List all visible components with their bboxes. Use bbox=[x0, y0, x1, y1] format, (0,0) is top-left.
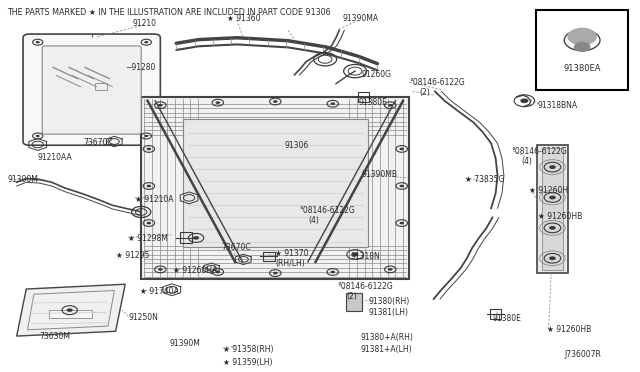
Circle shape bbox=[36, 135, 40, 137]
Text: 91260G: 91260G bbox=[362, 70, 392, 79]
Text: 91250N: 91250N bbox=[129, 313, 158, 322]
Text: 91306: 91306 bbox=[285, 141, 309, 150]
Text: 91380E: 91380E bbox=[492, 314, 522, 323]
Text: +: + bbox=[578, 33, 586, 47]
Circle shape bbox=[158, 104, 163, 106]
Text: (2): (2) bbox=[347, 292, 358, 301]
Text: 91380+A(RH): 91380+A(RH) bbox=[361, 333, 413, 342]
Bar bbox=[536, 10, 628, 90]
Text: 91390MA: 91390MA bbox=[342, 14, 378, 23]
Bar bbox=[346, 294, 362, 311]
Text: ★ 91359(LH): ★ 91359(LH) bbox=[223, 357, 273, 366]
Circle shape bbox=[273, 272, 278, 275]
Circle shape bbox=[399, 185, 404, 187]
Text: °08146-6122G: °08146-6122G bbox=[299, 206, 355, 215]
Text: 91380E: 91380E bbox=[358, 98, 387, 107]
Circle shape bbox=[388, 268, 392, 271]
Text: THE PARTS MARKED ★ IN THE ILLUSTRATION ARE INCLUDED IN PART CODE 91306: THE PARTS MARKED ★ IN THE ILLUSTRATION A… bbox=[7, 8, 331, 17]
Text: (2): (2) bbox=[419, 88, 429, 97]
Circle shape bbox=[549, 226, 556, 230]
Circle shape bbox=[147, 148, 151, 150]
Circle shape bbox=[568, 28, 596, 45]
Text: ★ 73835G: ★ 73835G bbox=[465, 175, 504, 184]
Circle shape bbox=[520, 98, 529, 103]
Text: 91380EA: 91380EA bbox=[563, 64, 601, 73]
Circle shape bbox=[575, 42, 590, 51]
Circle shape bbox=[549, 196, 556, 199]
Bar bbox=[263, 251, 275, 261]
Text: (4): (4) bbox=[308, 216, 319, 225]
Text: ★ 91260HB: ★ 91260HB bbox=[547, 325, 591, 334]
Text: 91380(RH): 91380(RH) bbox=[369, 297, 410, 306]
Circle shape bbox=[216, 101, 220, 104]
Text: ★ 91298M: ★ 91298M bbox=[129, 234, 168, 243]
Text: −91280: −91280 bbox=[125, 63, 156, 72]
Circle shape bbox=[330, 271, 335, 273]
FancyBboxPatch shape bbox=[42, 46, 141, 134]
Circle shape bbox=[193, 236, 199, 240]
Circle shape bbox=[67, 308, 73, 312]
Circle shape bbox=[549, 256, 556, 260]
Bar bbox=[490, 309, 501, 319]
Text: °08146-6122G: °08146-6122G bbox=[410, 78, 465, 87]
Text: 91318N: 91318N bbox=[350, 252, 380, 261]
Bar bbox=[358, 92, 369, 102]
Text: J736007R: J736007R bbox=[564, 350, 601, 359]
Bar bbox=[182, 119, 368, 247]
Text: 91381+A(LH): 91381+A(LH) bbox=[361, 345, 413, 354]
Text: ★ 91358(RH): ★ 91358(RH) bbox=[223, 345, 273, 354]
Text: ★ 91260H: ★ 91260H bbox=[529, 186, 568, 195]
Text: 91381(LH): 91381(LH) bbox=[369, 308, 408, 317]
Bar bbox=[542, 148, 563, 270]
Circle shape bbox=[216, 271, 220, 273]
Text: 73630M: 73630M bbox=[39, 331, 70, 341]
Text: °08146-6122G: °08146-6122G bbox=[511, 147, 567, 156]
Circle shape bbox=[549, 165, 556, 169]
Text: ★ 91360: ★ 91360 bbox=[227, 14, 261, 23]
FancyBboxPatch shape bbox=[23, 34, 161, 145]
Text: ★ 91260HB: ★ 91260HB bbox=[538, 212, 582, 221]
Text: 91318BNA: 91318BNA bbox=[537, 101, 577, 110]
Text: ★ 91740A: ★ 91740A bbox=[140, 287, 179, 296]
Bar bbox=[49, 310, 92, 318]
Circle shape bbox=[399, 148, 404, 150]
Text: 91390M: 91390M bbox=[7, 175, 38, 184]
Text: (4): (4) bbox=[521, 157, 532, 166]
Circle shape bbox=[144, 41, 148, 44]
Circle shape bbox=[388, 104, 392, 106]
Text: °08146-6122G: °08146-6122G bbox=[337, 282, 393, 291]
Circle shape bbox=[158, 268, 163, 271]
Circle shape bbox=[330, 102, 335, 105]
Circle shape bbox=[144, 135, 148, 137]
Circle shape bbox=[399, 222, 404, 224]
Circle shape bbox=[147, 185, 151, 187]
Bar bbox=[95, 83, 107, 90]
Text: ★ 91260HA: ★ 91260HA bbox=[173, 266, 218, 275]
Circle shape bbox=[147, 222, 151, 224]
Bar bbox=[141, 97, 410, 279]
Text: 91210AA: 91210AA bbox=[38, 153, 72, 161]
Text: ★ 91295: ★ 91295 bbox=[116, 251, 149, 260]
Text: 73670C: 73670C bbox=[221, 243, 251, 251]
Text: 91210: 91210 bbox=[132, 19, 156, 28]
Bar bbox=[537, 145, 568, 273]
Text: 73670C: 73670C bbox=[84, 138, 113, 147]
Polygon shape bbox=[17, 284, 125, 336]
Circle shape bbox=[273, 100, 278, 103]
Circle shape bbox=[36, 41, 40, 44]
Text: 91390M: 91390M bbox=[170, 339, 201, 348]
Text: 91390MB: 91390MB bbox=[362, 170, 397, 179]
Bar bbox=[179, 232, 192, 243]
Text: (RH/LH): (RH/LH) bbox=[275, 259, 305, 267]
Text: ★ 91210A: ★ 91210A bbox=[135, 195, 173, 203]
Text: ★ 91370: ★ 91370 bbox=[275, 249, 308, 258]
Circle shape bbox=[352, 253, 358, 256]
